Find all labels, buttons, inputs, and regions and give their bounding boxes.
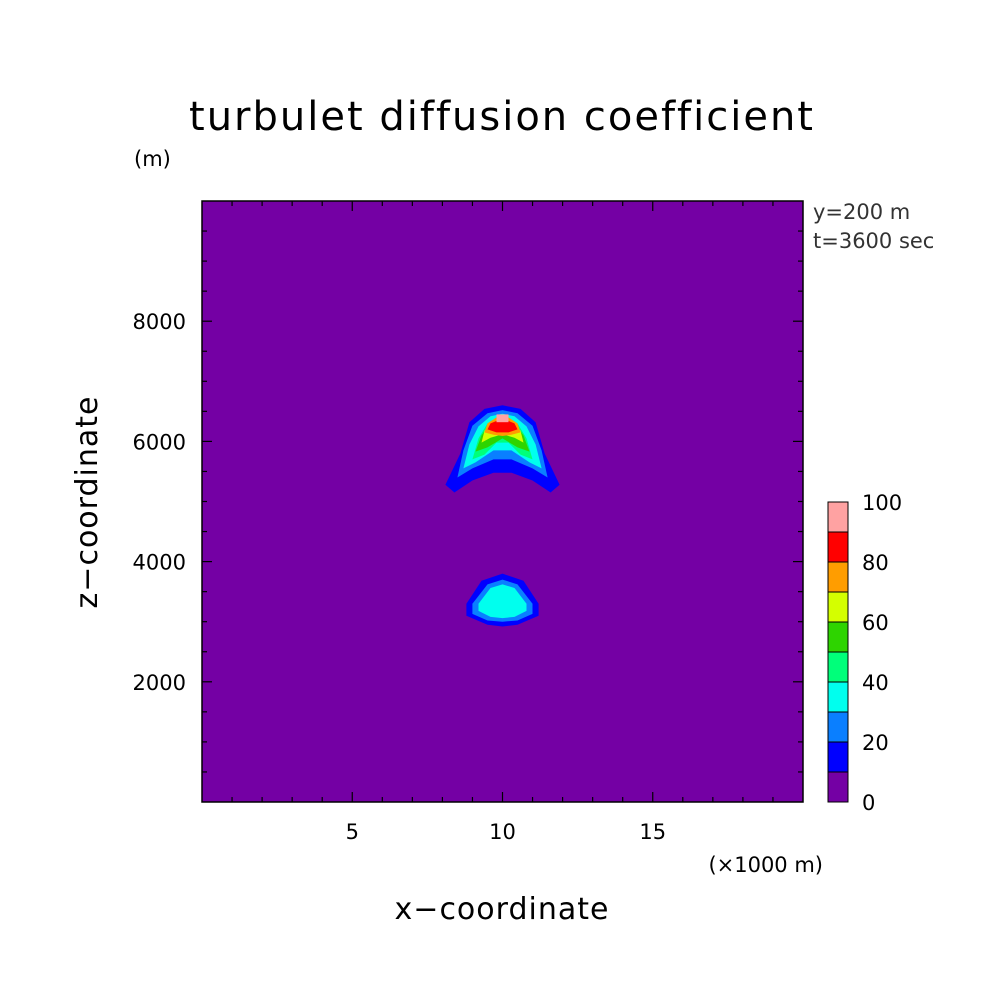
- info-box: y=200 m t=3600 sec: [813, 200, 934, 253]
- colorbar-swatch-30: [827, 681, 849, 713]
- contour-layer: [445, 405, 560, 627]
- feature-lower-cell: [466, 573, 539, 627]
- y-tick-label: 4000: [133, 551, 186, 575]
- y-tick-labels: 2000 4000 6000 8000: [133, 310, 186, 695]
- x-tick-label: 10: [489, 820, 516, 844]
- y-unit-label: (m): [134, 147, 171, 171]
- colorbar-tick-label: 20: [862, 731, 889, 755]
- colorbar-tick-label: 0: [862, 791, 875, 815]
- colorbar-swatch-40: [827, 651, 849, 683]
- colorbar-swatch-10: [827, 741, 849, 773]
- colorbar-swatch-70: [827, 561, 849, 593]
- colorbar-swatch-90: [827, 501, 849, 533]
- chart-title: turbulet diffusion coefficient: [189, 94, 815, 140]
- plot-area: [201, 200, 804, 803]
- contour-level-90: [496, 414, 509, 423]
- y-tick-label: 2000: [133, 671, 186, 695]
- contour-level-30: [478, 584, 527, 619]
- colorbar: 0 20 40 60 80 100: [827, 491, 902, 815]
- y-axis-title: z−coordinate: [70, 396, 105, 609]
- feature-upper-cell: [445, 405, 560, 493]
- x-tick-labels: 5 10 15: [346, 820, 667, 844]
- colorbar-tick-label: 100: [862, 491, 902, 515]
- info-t-label: t=3600 sec: [813, 229, 934, 253]
- y-tick-label: 6000: [133, 430, 186, 454]
- x-unit-label: (×1000 m): [708, 853, 823, 877]
- y-tick-label: 8000: [133, 310, 186, 334]
- colorbar-tick-label: 60: [862, 611, 889, 635]
- info-y-label: y=200 m: [813, 200, 910, 224]
- x-tick-label: 15: [639, 820, 666, 844]
- colorbar-tick-label: 40: [862, 671, 889, 695]
- x-axis-title: x−coordinate: [395, 892, 610, 927]
- plot-background: [202, 201, 803, 802]
- colorbar-tick-label: 80: [862, 551, 889, 575]
- contour-level-80: [487, 419, 518, 433]
- colorbar-swatch-80: [827, 531, 849, 563]
- colorbar-swatch-60: [827, 591, 849, 623]
- colorbar-swatch-0: [827, 771, 849, 803]
- tick-layer: [202, 201, 803, 802]
- colorbar-swatch-20: [827, 711, 849, 743]
- colorbar-swatch-50: [827, 621, 849, 653]
- x-tick-label: 5: [346, 820, 359, 844]
